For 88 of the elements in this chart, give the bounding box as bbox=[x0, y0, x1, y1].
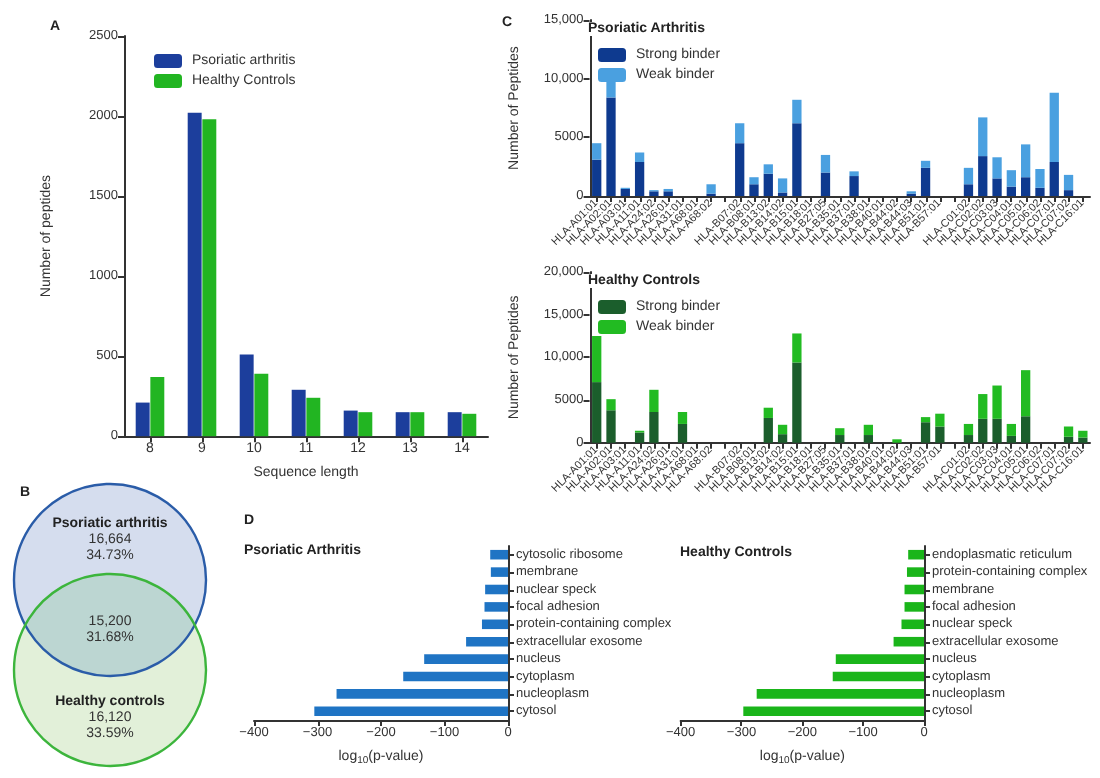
bar bbox=[835, 428, 845, 436]
bar bbox=[462, 413, 477, 437]
bar bbox=[410, 412, 425, 437]
bar bbox=[820, 172, 831, 196]
bar bbox=[849, 176, 859, 196]
bar bbox=[1021, 370, 1031, 417]
bar bbox=[592, 143, 602, 160]
bar bbox=[749, 177, 759, 185]
bar bbox=[150, 376, 165, 437]
bar bbox=[992, 418, 1002, 443]
bar bbox=[239, 354, 254, 437]
bar bbox=[763, 407, 773, 418]
bar bbox=[634, 432, 645, 443]
bar bbox=[606, 399, 616, 411]
bar bbox=[1006, 170, 1017, 187]
bar bbox=[1021, 177, 1031, 196]
bar bbox=[735, 123, 745, 144]
bar bbox=[963, 167, 974, 185]
bar bbox=[1078, 430, 1088, 438]
bar bbox=[992, 178, 1002, 196]
bar bbox=[634, 152, 645, 162]
bar bbox=[306, 397, 321, 437]
bar bbox=[1063, 174, 1074, 191]
bar bbox=[963, 435, 974, 443]
bar bbox=[978, 394, 988, 419]
bar bbox=[1035, 187, 1045, 196]
bar bbox=[1063, 426, 1074, 437]
bar bbox=[777, 178, 788, 193]
bar bbox=[963, 184, 974, 196]
bar bbox=[849, 171, 859, 177]
bar bbox=[1035, 169, 1045, 188]
bar bbox=[992, 157, 1002, 179]
bar bbox=[634, 161, 645, 196]
bar bbox=[920, 417, 931, 423]
bar bbox=[749, 184, 759, 196]
bar bbox=[792, 123, 802, 196]
bar bbox=[1021, 416, 1031, 443]
bar bbox=[935, 413, 945, 427]
bar bbox=[395, 412, 410, 437]
bar bbox=[763, 164, 773, 174]
bar bbox=[1021, 144, 1031, 178]
bar bbox=[920, 160, 931, 168]
bar bbox=[777, 434, 788, 443]
bar bbox=[1006, 435, 1017, 443]
bar bbox=[649, 411, 659, 443]
bar bbox=[606, 97, 616, 196]
bar bbox=[447, 412, 462, 437]
bar bbox=[592, 159, 602, 196]
bar bbox=[620, 188, 630, 196]
bar bbox=[343, 410, 358, 437]
bar bbox=[978, 418, 988, 443]
bar bbox=[820, 154, 831, 173]
bar bbox=[763, 417, 773, 443]
bar bbox=[792, 362, 802, 443]
bar bbox=[978, 156, 988, 196]
bar bbox=[792, 333, 802, 363]
bar bbox=[735, 143, 745, 196]
bar bbox=[358, 412, 373, 437]
bar bbox=[992, 385, 1002, 419]
bar bbox=[863, 424, 874, 436]
bar bbox=[1078, 437, 1088, 443]
bar bbox=[1049, 161, 1059, 196]
bar bbox=[592, 382, 602, 443]
bar bbox=[202, 119, 217, 437]
bar bbox=[1006, 186, 1017, 196]
bar bbox=[706, 184, 716, 194]
bar bbox=[1063, 436, 1074, 443]
bar bbox=[135, 402, 150, 437]
bar bbox=[963, 423, 974, 436]
bar bbox=[863, 435, 874, 443]
bar bbox=[1006, 423, 1017, 436]
bar bbox=[649, 389, 659, 412]
bar bbox=[792, 99, 802, 124]
bar bbox=[677, 411, 688, 424]
bar bbox=[1049, 92, 1059, 162]
bar bbox=[978, 117, 988, 157]
bar bbox=[291, 389, 306, 437]
bar bbox=[777, 424, 788, 435]
bar bbox=[606, 410, 616, 443]
bar bbox=[835, 435, 845, 443]
bar bbox=[677, 423, 688, 443]
bar bbox=[1063, 190, 1074, 196]
bar bbox=[935, 426, 945, 443]
bar bbox=[763, 173, 773, 196]
bar bbox=[254, 373, 269, 437]
bar bbox=[187, 112, 202, 437]
bar bbox=[920, 422, 931, 443]
bar bbox=[920, 167, 931, 196]
